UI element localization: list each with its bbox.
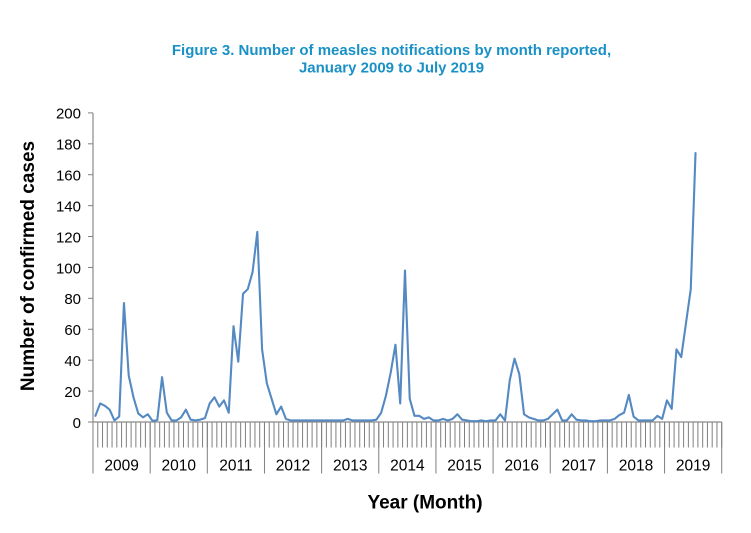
svg-text:January 2009 to July 2019: January 2009 to July 2019 <box>299 60 484 77</box>
svg-text:100: 100 <box>56 260 81 277</box>
svg-text:0: 0 <box>73 415 81 432</box>
svg-text:Figure 3. Number of measles no: Figure 3. Number of measles notification… <box>172 42 611 59</box>
svg-text:2014: 2014 <box>390 458 425 475</box>
svg-text:Number of confirmed cases: Number of confirmed cases <box>18 141 39 391</box>
svg-text:200: 200 <box>56 106 81 123</box>
svg-text:2015: 2015 <box>447 458 481 475</box>
svg-text:120: 120 <box>56 229 81 246</box>
svg-text:2019: 2019 <box>676 458 710 475</box>
svg-text:2016: 2016 <box>504 458 538 475</box>
svg-text:2010: 2010 <box>161 458 196 475</box>
svg-text:160: 160 <box>56 168 81 185</box>
svg-text:80: 80 <box>64 291 81 308</box>
svg-text:140: 140 <box>56 198 81 215</box>
svg-text:20: 20 <box>64 384 81 401</box>
svg-text:2018: 2018 <box>619 458 653 475</box>
svg-text:2013: 2013 <box>333 458 367 475</box>
svg-text:40: 40 <box>64 353 81 370</box>
svg-text:180: 180 <box>56 137 81 154</box>
svg-text:2011: 2011 <box>219 458 252 475</box>
svg-text:Year (Month): Year (Month) <box>367 493 482 514</box>
svg-text:2012: 2012 <box>276 458 310 475</box>
svg-text:60: 60 <box>64 322 81 339</box>
svg-text:2017: 2017 <box>562 458 596 475</box>
svg-text:2009: 2009 <box>104 458 138 475</box>
